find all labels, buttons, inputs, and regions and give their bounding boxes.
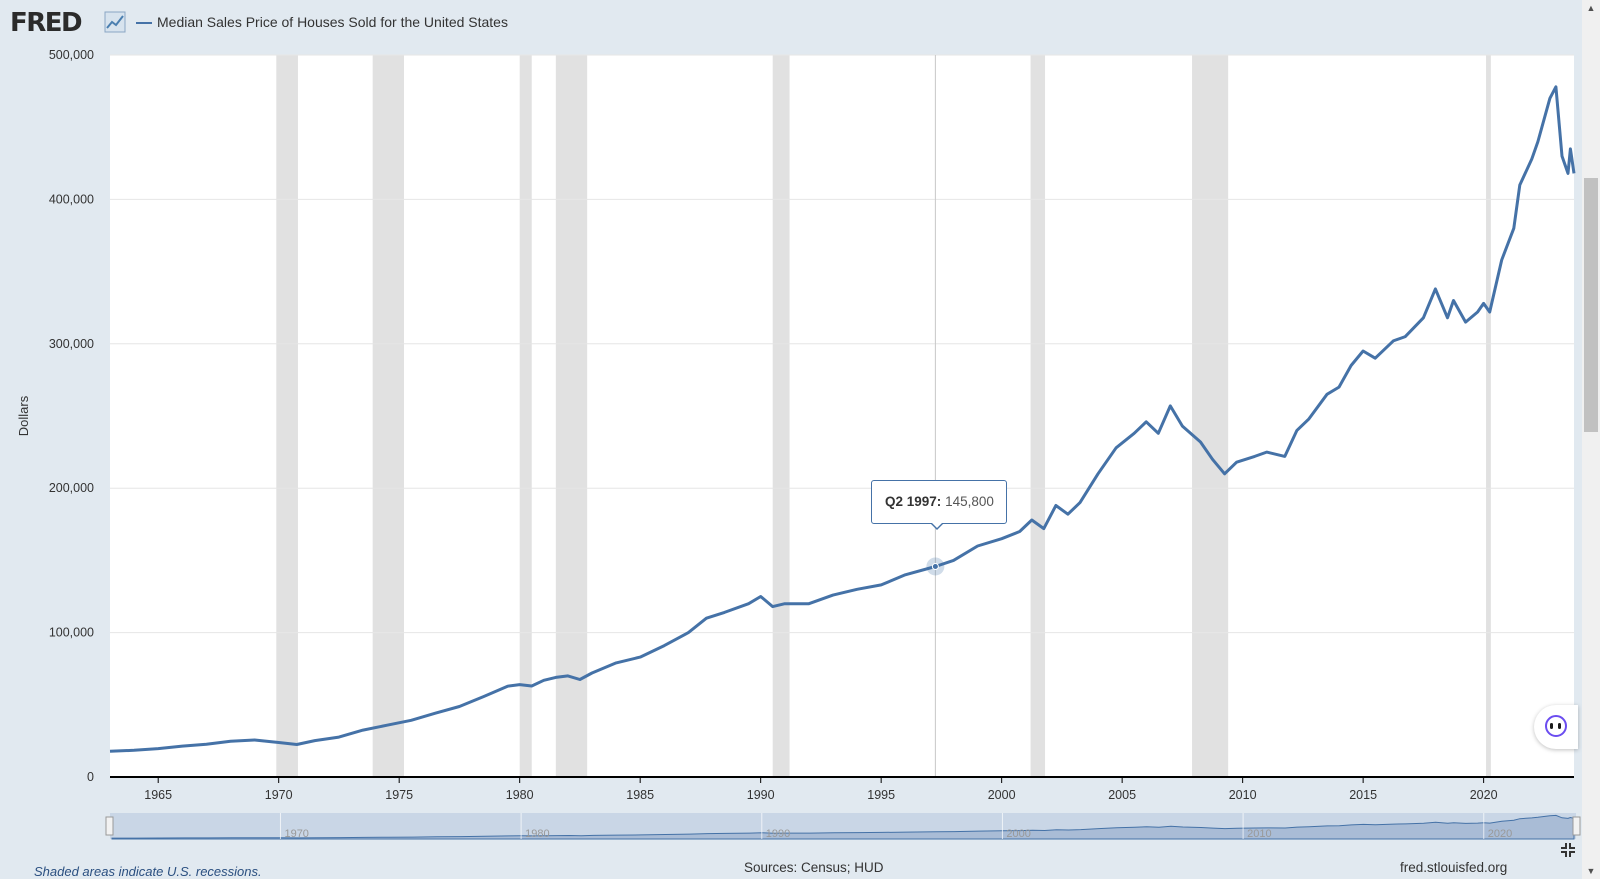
hover-point[interactable] (931, 562, 939, 570)
y-tick-label: 200,000 (49, 481, 94, 495)
grid-lines (110, 54, 1574, 634)
navigator-tick-label: 2010 (1247, 828, 1271, 840)
tooltip-pointer-fill (931, 522, 943, 528)
y-axis-ticks: 0 100,000 200,000 300,000 400,000 500,000 (49, 48, 94, 784)
recession-note: Shaded areas indicate U.S. recessions. (34, 864, 262, 879)
source-credit: Sources: Census; HUD (744, 860, 884, 875)
navigator-tick-label: 1970 (284, 828, 308, 840)
recession-band (519, 55, 532, 777)
legend-swatch (136, 22, 152, 24)
line-chart-icon (104, 11, 126, 33)
y-tick-label: 500,000 (49, 48, 94, 62)
series-line[interactable] (109, 85, 1576, 753)
navigator-right-handle[interactable] (1572, 816, 1581, 836)
recession-band (1030, 55, 1046, 777)
x-tick-label: 1985 (626, 788, 654, 802)
y-axis-label: Dollars (16, 395, 31, 436)
recession-band (1486, 55, 1491, 777)
assistant-button[interactable] (1534, 705, 1578, 749)
fullscreen-icon[interactable] (1560, 842, 1576, 858)
fred-logo[interactable]: FRED (10, 8, 83, 38)
navigator-left-handle[interactable] (105, 816, 114, 836)
assistant-icon (1545, 715, 1567, 737)
y-tick-label: 400,000 (49, 192, 94, 206)
x-tick-label: 2015 (1349, 788, 1377, 802)
x-axis-ticks: 1965 1970 1975 1980 1985 1990 1995 2000 2005 2010… (144, 777, 1498, 802)
plot-area (110, 55, 1574, 777)
recession-band (555, 55, 588, 777)
range-navigator[interactable]: 1970 1980 1990 2000 2010 2020 (105, 813, 1581, 840)
recession-band (276, 55, 298, 777)
tooltip-date: Q2 1997: (885, 494, 942, 509)
chart-header: FRED Median Sales Price of Houses Sold f… (0, 0, 1582, 46)
scroll-down-icon[interactable]: ▼ (1586, 866, 1596, 876)
x-tick-label: 1975 (385, 788, 413, 802)
recession-bands (276, 55, 1491, 777)
navigator-tick-label: 2000 (1006, 828, 1030, 840)
x-tick-label: 1995 (867, 788, 895, 802)
x-tick-label: 1990 (747, 788, 775, 802)
x-tick-label: 1980 (506, 788, 534, 802)
scroll-up-icon[interactable]: ▲ (1586, 3, 1596, 13)
y-tick-label: 300,000 (49, 337, 94, 351)
site-link[interactable]: fred.stlouisfed.org (1400, 860, 1508, 875)
x-tick-label: 1965 (144, 788, 172, 802)
navigator-area (111, 814, 1575, 840)
x-tick-label: 2000 (988, 788, 1016, 802)
recession-band (772, 55, 790, 777)
page-scrollbar[interactable] (1582, 0, 1600, 879)
x-tick-label: 2020 (1470, 788, 1498, 802)
series-title[interactable]: Median Sales Price of Houses Sold for th… (157, 14, 508, 30)
tooltip-value: 145,800 (945, 494, 994, 509)
x-tick-label: 2005 (1108, 788, 1136, 802)
y-tick-label: 100,000 (49, 626, 94, 640)
x-tick-label: 2010 (1229, 788, 1257, 802)
y-tick-label: 0 (87, 770, 94, 784)
navigator-tick-label: 1990 (766, 828, 790, 840)
data-tooltip: Q2 1997: 145,800 (871, 480, 1007, 524)
recession-band (1192, 55, 1229, 777)
recession-band (372, 55, 405, 777)
x-tick-label: 1970 (265, 788, 293, 802)
navigator-tick-label: 2020 (1488, 828, 1512, 840)
navigator-tick-label: 1980 (525, 828, 549, 840)
navigator-ticks: 1970 1980 1990 2000 2010 2020 (279, 813, 1512, 840)
scrollbar-thumb[interactable] (1584, 178, 1598, 432)
